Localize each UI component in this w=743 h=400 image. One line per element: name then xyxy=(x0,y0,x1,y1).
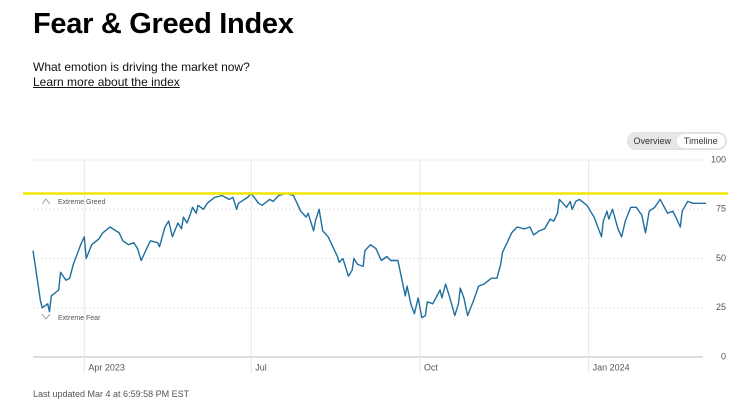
x-tick-label: Jan 2024 xyxy=(593,362,630,372)
annotation: Extreme Greed xyxy=(58,199,106,206)
y-tick-label: 50 xyxy=(716,253,726,263)
y-tick-label: 0 xyxy=(721,351,726,361)
learn-more-link[interactable]: Learn more about the index xyxy=(33,75,180,89)
x-tick-label: Apr 2023 xyxy=(88,362,125,372)
subtitle: What emotion is driving the market now? xyxy=(33,60,250,74)
chart: Extreme Greed Extreme Fear 0 25 50 75 100 Apr… xyxy=(23,154,728,373)
annotation: Extreme Fear xyxy=(58,315,101,322)
y-tick-label: 25 xyxy=(716,302,726,312)
tab[interactable]: Overview xyxy=(633,136,671,146)
tab[interactable]: Timeline xyxy=(676,134,725,148)
y-tick-label: 100 xyxy=(711,154,726,164)
data-line xyxy=(32,192,706,319)
x-tick-label: Oct xyxy=(424,362,439,372)
fear-icon xyxy=(41,313,51,320)
y-tick-label: 75 xyxy=(716,204,726,214)
grid xyxy=(33,159,703,373)
greed-icon xyxy=(41,198,51,205)
view-toggle: Overview Timeline xyxy=(627,132,727,150)
page-title: Fear & Greed Index xyxy=(33,8,294,40)
last-updated: Last updated Mar 4 at 6:59:58 PM EST xyxy=(33,389,190,399)
x-tick-label: Jul xyxy=(255,362,267,372)
